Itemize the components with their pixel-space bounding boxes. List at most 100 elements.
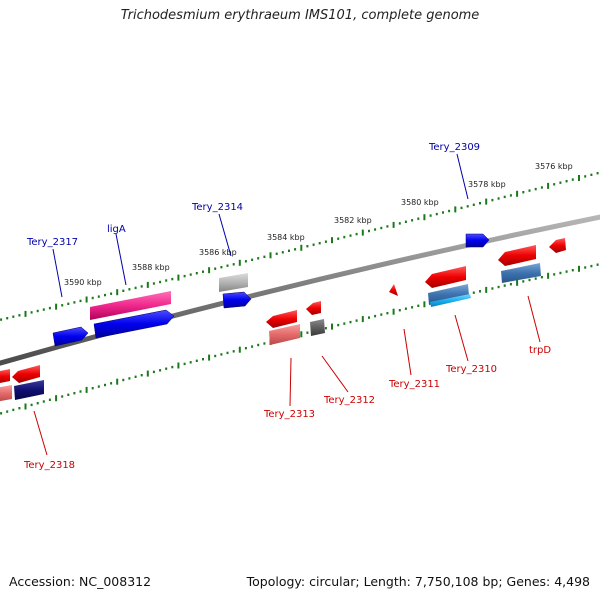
inner-tick	[159, 369, 162, 372]
outer-tick	[318, 242, 321, 245]
inner-tick	[165, 367, 168, 370]
outer-tick	[435, 212, 438, 216]
outer-tick	[165, 279, 168, 282]
outer-tick	[454, 206, 457, 213]
gene-feature-tery-2309[interactable]	[465, 233, 490, 248]
outer-tick	[565, 180, 568, 183]
gene-label-liga[interactable]: ligA	[107, 224, 126, 235]
inner-tick	[392, 308, 395, 315]
inner-tick	[337, 323, 340, 327]
inner-tick	[244, 347, 247, 350]
gene-feature-tery-2312[interactable]	[306, 301, 325, 336]
outer-tick	[116, 289, 119, 296]
inner-tick	[497, 285, 500, 289]
outer-tick	[6, 317, 9, 320]
inner-tick	[152, 370, 155, 374]
outer-tick	[244, 260, 247, 263]
inner-tick	[509, 283, 512, 286]
outer-tick	[97, 295, 100, 298]
genome-summary-text: Topology: circular; Length: 7,750,108 bp…	[246, 574, 590, 589]
inner-tick	[306, 331, 309, 334]
gene-label-tery-2314[interactable]: Tery_2314	[191, 202, 243, 213]
gene-feature-tery-2317[interactable]	[52, 326, 89, 347]
outer-tick	[171, 277, 174, 281]
outer-tick	[294, 248, 297, 251]
outer-tick	[398, 222, 401, 225]
outer-tick	[404, 220, 407, 223]
inner-tick	[355, 319, 358, 322]
inner-tick	[368, 316, 370, 319]
inner-tick	[97, 385, 100, 388]
outer-tick	[110, 292, 113, 295]
inner-tick	[479, 290, 481, 293]
outer-tick	[42, 308, 45, 311]
inner-tick	[189, 361, 192, 364]
inner-tick	[547, 272, 550, 279]
inner-tick	[48, 398, 51, 401]
inner-tick	[79, 390, 82, 393]
gene-label-tery-2318[interactable]: Tery_2318	[23, 460, 75, 471]
inner-tick	[380, 313, 383, 316]
inner-tick	[590, 264, 593, 268]
outer-tick	[263, 255, 266, 258]
inner-tick	[522, 280, 525, 283]
inner-tick	[91, 387, 94, 390]
outer-tick	[12, 315, 15, 318]
outer-tick	[232, 263, 235, 266]
outer-tick	[257, 257, 260, 260]
gene-label-tery-2311[interactable]: Tery_2311	[388, 379, 440, 390]
inner-tick	[423, 301, 426, 308]
outer-tick	[540, 186, 543, 189]
gene-label-tery-2317[interactable]: Tery_2317	[26, 237, 78, 248]
outer-tick	[67, 302, 70, 305]
outer-tick	[312, 243, 315, 246]
scale-label-3586: 3586 kbp	[199, 248, 237, 257]
outer-tick	[189, 273, 192, 276]
inner-tick	[300, 331, 303, 338]
inner-tick	[491, 287, 494, 290]
inner-tick	[6, 410, 9, 413]
outer-tick	[18, 314, 21, 317]
outer-tick	[485, 198, 488, 205]
gene-feature-tery-2311[interactable]	[389, 284, 398, 296]
outer-tick	[208, 267, 211, 274]
outer-tick	[146, 281, 149, 288]
inner-tick	[208, 354, 211, 361]
forward-leaders	[52, 153, 469, 298]
outer-tick	[553, 183, 556, 186]
gene-feature-tery-2310[interactable]	[425, 266, 471, 307]
outer-tick	[226, 264, 229, 267]
genome-backbone	[0, 214, 600, 366]
inner-tick	[55, 395, 58, 402]
outer-tick	[528, 189, 531, 192]
inner-tick	[61, 395, 64, 398]
outer-tick	[343, 235, 346, 239]
outer-tick	[442, 211, 444, 214]
gene-feature-tery-2318[interactable]	[0, 365, 44, 402]
gene-label-tery-2312[interactable]: Tery_2312	[323, 395, 375, 406]
outer-tick	[306, 245, 309, 248]
gene-feature-tery-2314[interactable]	[219, 273, 252, 309]
gene-feature-liga[interactable]	[90, 291, 175, 339]
inner-tick	[195, 359, 198, 362]
outer-tick-ring	[0, 172, 599, 321]
inner-tick	[584, 266, 587, 269]
gene-label-tery-2309[interactable]: Tery_2309	[428, 142, 480, 153]
inner-tick	[596, 263, 599, 266]
inner-tick	[417, 304, 420, 307]
gene-label-trpd[interactable]: trpD	[529, 345, 551, 356]
outer-tick	[122, 289, 125, 292]
gene-feature-trpd[interactable]	[498, 238, 566, 283]
gene-feature-tery-2313[interactable]	[266, 310, 300, 345]
inner-tick	[24, 403, 27, 410]
outer-tick	[534, 187, 537, 191]
inner-tick	[251, 345, 254, 348]
inner-tick	[183, 362, 186, 366]
outer-tick	[73, 301, 76, 304]
gene-label-tery-2313[interactable]: Tery_2313	[263, 409, 315, 420]
outer-tick	[392, 221, 395, 228]
inner-tick	[226, 351, 229, 355]
gene-label-tery-2310[interactable]: Tery_2310	[445, 364, 497, 375]
outer-tick	[571, 178, 574, 181]
outer-tick	[578, 175, 580, 181]
